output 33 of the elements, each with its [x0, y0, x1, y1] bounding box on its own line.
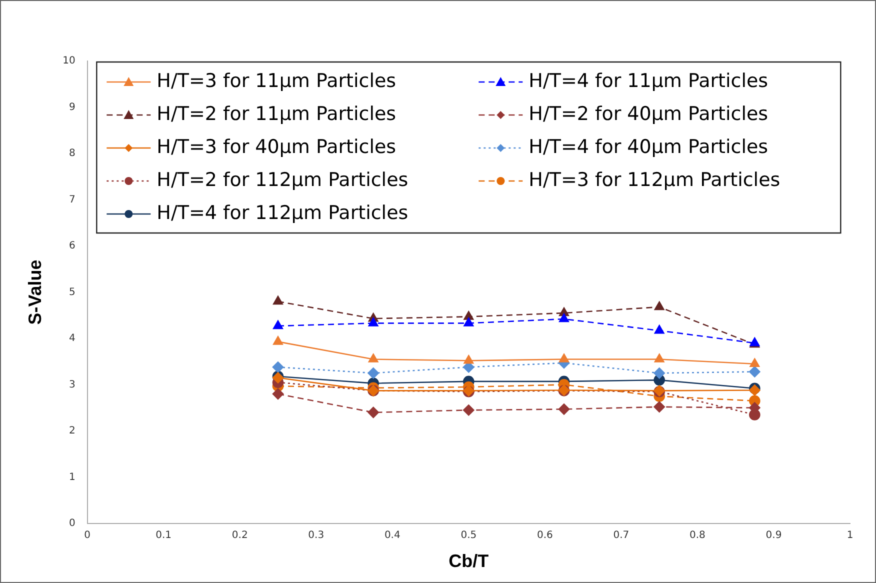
legend-label: H/T=4 for 112μm Particles	[156, 202, 408, 224]
x-tick-label: 0.8	[690, 530, 706, 541]
y-tick-label: 3	[68, 379, 76, 390]
x-tick-label: 0.5	[460, 530, 477, 541]
y-tick-label: 9	[68, 102, 76, 113]
x-tick-label: 0.6	[536, 530, 553, 541]
y-tick-label: 2	[68, 426, 76, 437]
x-tick-label: 0	[84, 530, 91, 541]
legend-label: H/T=2 for 112μm Particles	[156, 168, 408, 191]
y-tick-label: 5	[68, 286, 76, 298]
x-tick-label: 0.2	[232, 530, 248, 541]
y-tick-label: 10	[62, 56, 76, 67]
y-tick-label: 4	[68, 333, 76, 344]
y-tick-label: 6	[68, 240, 76, 252]
legend-label: H/T=4 for 11μm Particles	[528, 70, 768, 92]
y-tick-label: 1	[68, 472, 76, 483]
y-axis-title: S-Value	[24, 260, 45, 325]
x-axis-title: Cb/T	[448, 551, 489, 572]
legend-label: H/T=4 for 40μm Particles	[528, 136, 768, 158]
legend-label: H/T=3 for 40μm Particles	[156, 136, 396, 158]
x-tick-label: 0.7	[613, 530, 630, 541]
legend-label: H/T=2 for 40μm Particles	[528, 102, 768, 125]
y-tick-label: 8	[68, 148, 76, 160]
x-tick-label: 0.3	[308, 530, 324, 541]
x-tick-label: 0.9	[766, 530, 782, 541]
legend-label: H/T=3 for 112μm Particles	[528, 168, 780, 191]
legend-label: H/T=3 for 11μm Particles	[156, 70, 396, 92]
x-tick-label: 0.4	[384, 530, 400, 541]
x-tick-label: 1	[846, 530, 854, 541]
y-tick-label: 7	[68, 194, 76, 206]
x-tick-label: 0.1	[156, 530, 172, 541]
y-tick-label: 0	[68, 518, 76, 529]
legend-label: H/T=2 for 11μm Particles	[156, 102, 396, 125]
